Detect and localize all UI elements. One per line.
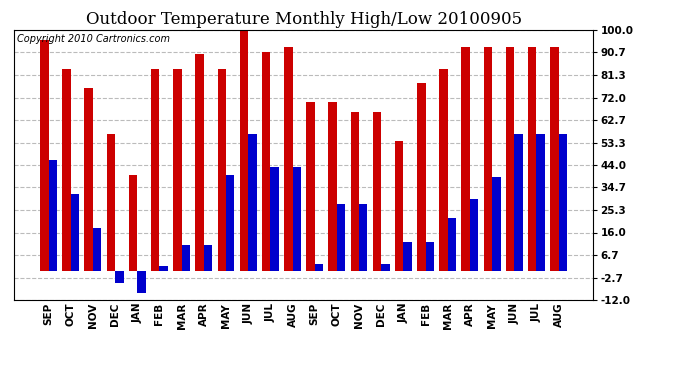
Bar <box>484 47 492 271</box>
Bar <box>536 134 545 271</box>
Bar <box>151 69 159 271</box>
Bar <box>514 134 523 271</box>
Bar <box>48 160 57 271</box>
Bar <box>129 175 137 271</box>
Bar <box>470 199 478 271</box>
Bar <box>351 112 359 271</box>
Bar <box>195 54 204 271</box>
Bar <box>71 194 79 271</box>
Title: Outdoor Temperature Monthly High/Low 20100905: Outdoor Temperature Monthly High/Low 201… <box>86 12 522 28</box>
Bar <box>337 204 345 271</box>
Bar <box>93 228 101 271</box>
Bar <box>306 102 315 271</box>
Bar <box>492 177 500 271</box>
Bar <box>159 266 168 271</box>
Bar <box>137 271 146 293</box>
Bar <box>550 47 559 271</box>
Bar <box>559 134 567 271</box>
Bar <box>181 244 190 271</box>
Bar <box>226 175 235 271</box>
Bar <box>404 242 412 271</box>
Bar <box>270 167 279 271</box>
Bar <box>395 141 404 271</box>
Bar <box>381 264 390 271</box>
Bar <box>84 88 93 271</box>
Bar <box>62 69 71 271</box>
Bar <box>217 69 226 271</box>
Bar <box>440 69 448 271</box>
Bar <box>373 112 381 271</box>
Bar <box>262 52 270 271</box>
Bar <box>173 69 181 271</box>
Bar <box>239 30 248 271</box>
Bar <box>448 218 456 271</box>
Text: Copyright 2010 Cartronics.com: Copyright 2010 Cartronics.com <box>17 34 170 44</box>
Bar <box>417 83 426 271</box>
Bar <box>328 102 337 271</box>
Bar <box>462 47 470 271</box>
Bar <box>40 40 48 271</box>
Bar <box>359 204 368 271</box>
Bar <box>107 134 115 271</box>
Bar <box>248 134 257 271</box>
Bar <box>115 271 124 283</box>
Bar <box>315 264 323 271</box>
Bar <box>204 244 213 271</box>
Bar <box>506 47 514 271</box>
Bar <box>528 47 536 271</box>
Bar <box>284 47 293 271</box>
Bar <box>293 167 301 271</box>
Bar <box>426 242 434 271</box>
